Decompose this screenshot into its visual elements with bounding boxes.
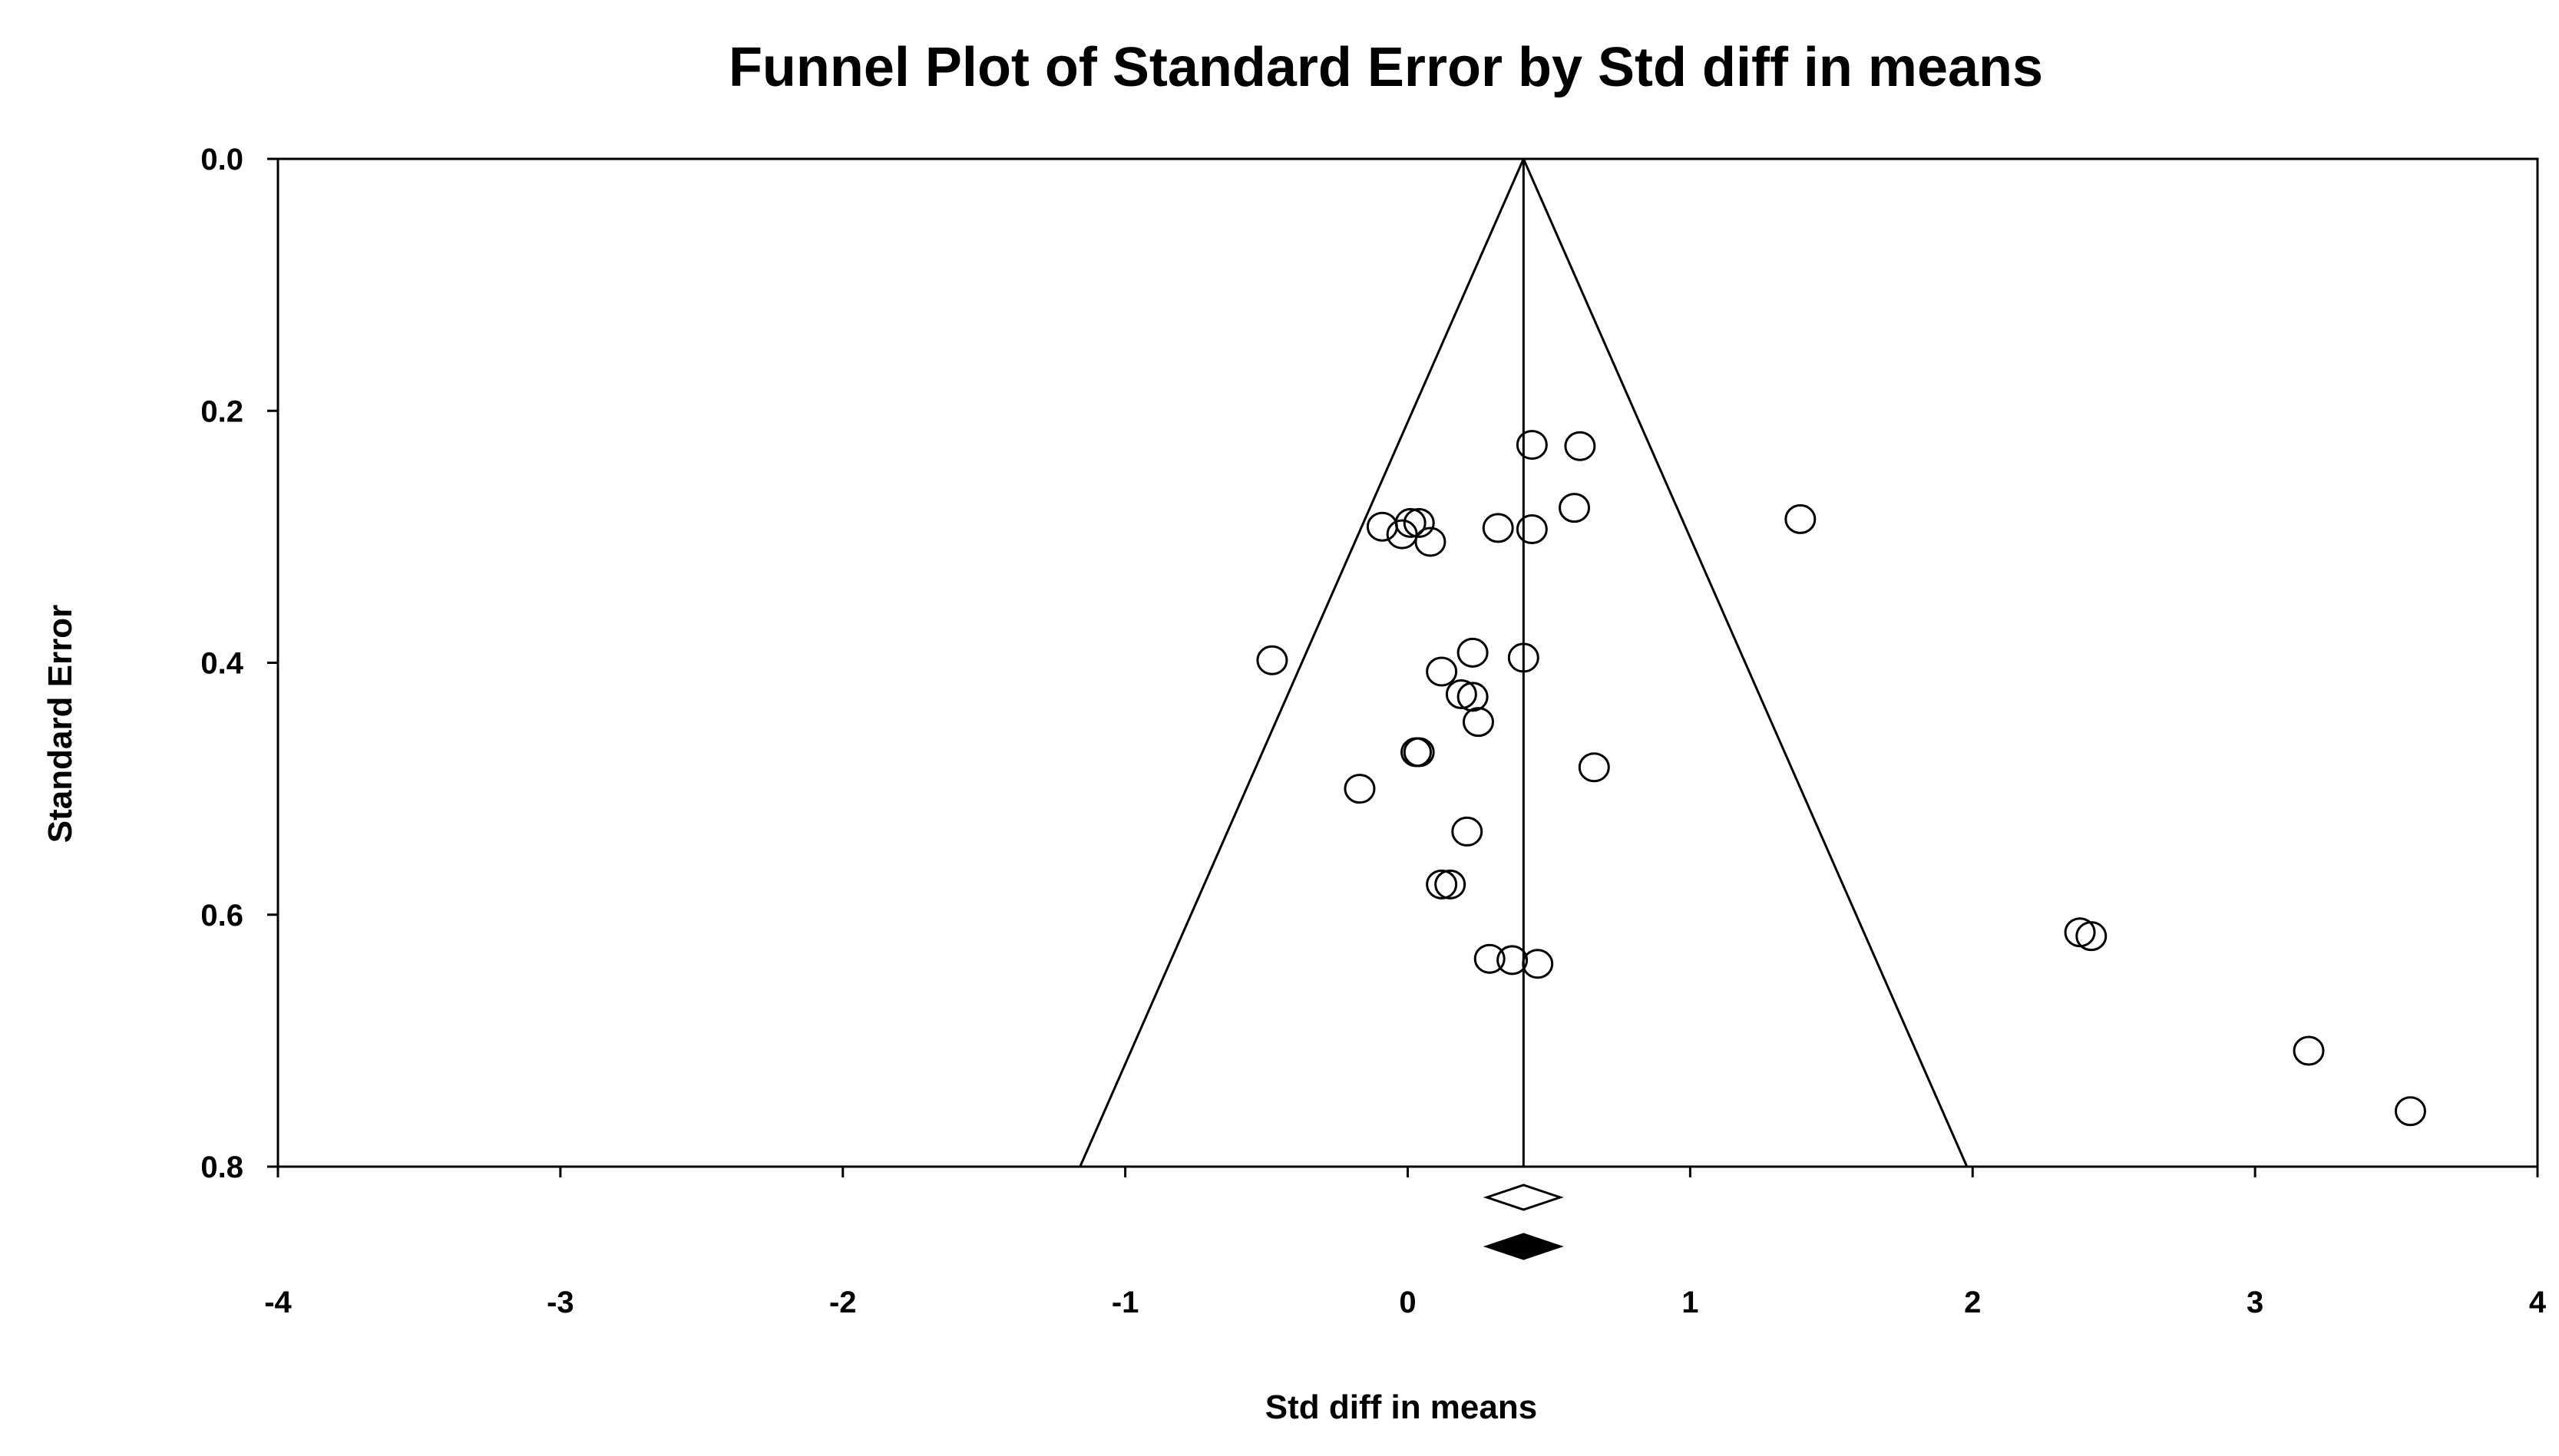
x-tick-label: -3	[547, 1286, 574, 1319]
x-tick-label: 2	[1964, 1286, 1981, 1319]
study-point	[1559, 493, 1591, 523]
study-point	[1456, 637, 1489, 668]
study-point	[2293, 1035, 2325, 1066]
study-point	[1403, 507, 1435, 538]
study-point	[1386, 519, 1418, 550]
study-point	[1414, 527, 1446, 557]
study-point	[1516, 514, 1548, 545]
study-point	[1784, 503, 1817, 534]
study-point	[1426, 656, 1458, 687]
plot-area-frame	[276, 157, 2539, 1168]
y-tick-label: 0.0	[200, 143, 243, 177]
study-point	[1516, 430, 1548, 461]
x-tick-label: 3	[2247, 1286, 2263, 1319]
x-tick-label: -2	[829, 1286, 857, 1319]
funnel-right-limit	[1522, 158, 1969, 1167]
study-point	[1451, 816, 1483, 847]
y-axis-label: Standard Error	[41, 605, 79, 844]
y-tick-label: 0.4	[200, 647, 243, 681]
x-tick-label: 4	[2529, 1286, 2547, 1319]
y-tick-label: 0.8	[200, 1151, 243, 1184]
summary-diamond-observed	[1483, 1184, 1564, 1211]
study-point	[1456, 682, 1489, 712]
summary-diamonds	[1483, 1184, 1564, 1260]
study-point	[1473, 943, 1506, 974]
study-point	[1445, 679, 1477, 710]
y-tick-label: 0.6	[200, 899, 243, 933]
x-axis-ticks: -4 -3 -2 -1 0 1 2 3 4	[264, 1167, 2547, 1319]
study-point	[1400, 737, 1433, 768]
x-tick-label: 1	[1681, 1286, 1698, 1319]
study-point	[1344, 774, 1376, 804]
study-point	[1366, 511, 1398, 542]
chart-title: Funnel Plot of Standard Error by Std dif…	[729, 37, 2043, 98]
x-tick-label: -1	[1112, 1286, 1139, 1319]
study-points	[1256, 430, 2426, 1127]
funnel-left-limit	[1079, 158, 1525, 1167]
study-point	[1462, 707, 1494, 738]
study-point	[1507, 642, 1539, 673]
study-point	[1256, 645, 1288, 675]
funnel-lines	[1079, 158, 1969, 1167]
study-point	[1496, 945, 1529, 976]
study-point	[1522, 949, 1554, 979]
x-tick-label: 0	[1399, 1286, 1416, 1319]
y-axis-ticks: 0.0 0.2 0.4 0.6 0.8	[200, 143, 278, 1184]
study-point	[1426, 869, 1458, 900]
study-point	[1403, 737, 1435, 768]
study-point	[1482, 513, 1514, 543]
study-point	[1434, 869, 1466, 900]
summary-diamond-adjusted	[1483, 1233, 1564, 1260]
study-point	[2394, 1096, 2426, 1127]
x-axis-label: Std diff in means	[1265, 1388, 1537, 1426]
study-point	[1578, 752, 1610, 783]
y-tick-label: 0.2	[200, 395, 243, 428]
study-point	[1564, 431, 1596, 461]
x-tick-label: -4	[264, 1286, 292, 1319]
study-point	[2075, 921, 2108, 952]
